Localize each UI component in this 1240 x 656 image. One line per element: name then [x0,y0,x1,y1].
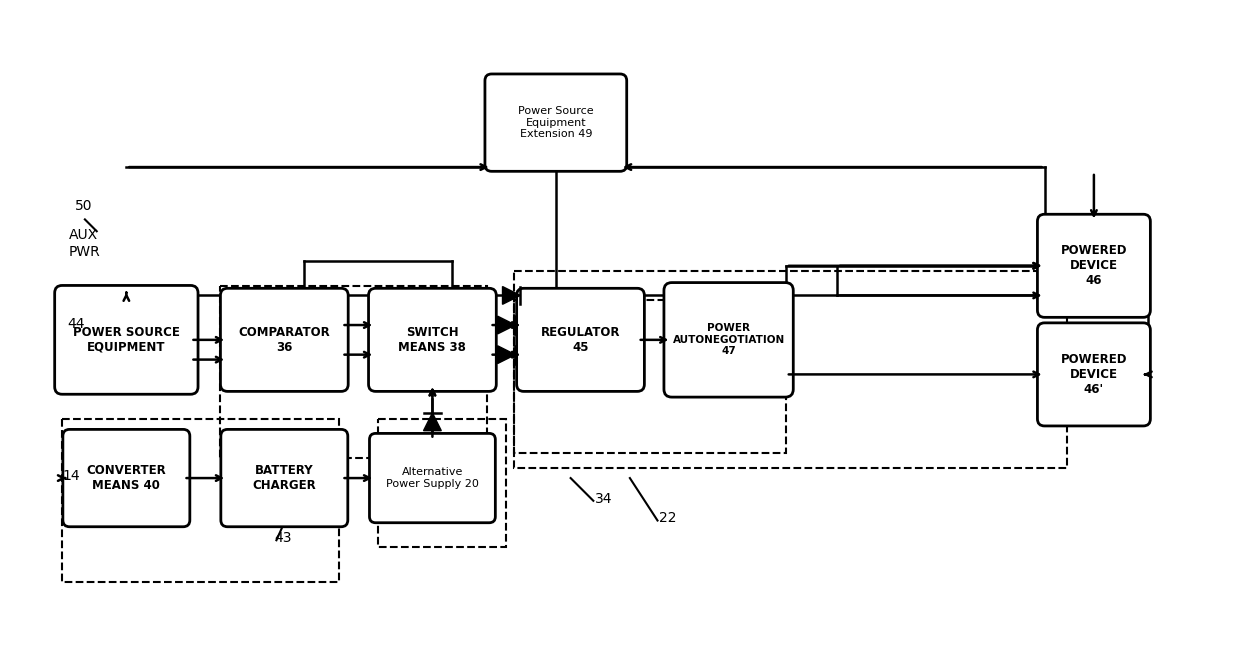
Text: REGULATOR
45: REGULATOR 45 [541,326,620,354]
Bar [515,300,786,453]
FancyBboxPatch shape [1038,215,1151,318]
Polygon shape [424,413,441,431]
FancyBboxPatch shape [55,285,198,394]
Text: POWERED
DEVICE
46: POWERED DEVICE 46 [1060,244,1127,287]
FancyBboxPatch shape [221,288,348,392]
Text: 44: 44 [67,317,84,331]
FancyBboxPatch shape [370,434,495,523]
Text: POWER SOURCE
EQUIPMENT: POWER SOURCE EQUIPMENT [73,326,180,354]
Text: Power Source
Equipment
Extension 49: Power Source Equipment Extension 49 [518,106,594,139]
FancyBboxPatch shape [485,74,626,171]
FancyBboxPatch shape [663,283,794,397]
Polygon shape [502,287,521,304]
FancyBboxPatch shape [1038,323,1151,426]
Text: POWERED
DEVICE
46': POWERED DEVICE 46' [1060,353,1127,396]
Text: SWITCH
MEANS 38: SWITCH MEANS 38 [398,326,466,354]
FancyBboxPatch shape [517,288,645,392]
Text: Alternative
Power Supply 20: Alternative Power Supply 20 [386,467,479,489]
Text: BATTERY
CHARGER: BATTERY CHARGER [253,464,316,492]
Bar [515,271,1068,468]
Text: CONVERTER
MEANS 40: CONVERTER MEANS 40 [87,464,166,492]
FancyBboxPatch shape [221,430,347,527]
Text: 14: 14 [62,469,79,483]
Text: COMPARATOR
36: COMPARATOR 36 [238,326,330,354]
Bar [378,419,506,547]
Text: PWR: PWR [69,245,100,259]
Polygon shape [497,346,516,363]
Text: AUX: AUX [69,228,98,242]
Bar [221,285,487,459]
Text: 22: 22 [660,512,677,525]
FancyBboxPatch shape [63,430,190,527]
Bar [62,419,339,582]
Polygon shape [497,316,516,334]
Text: 34: 34 [595,492,613,506]
Text: 50: 50 [74,199,93,213]
Text: 43: 43 [274,531,291,545]
FancyBboxPatch shape [368,288,496,392]
Text: POWER
AUTONEGOTIATION
47: POWER AUTONEGOTIATION 47 [672,323,785,356]
